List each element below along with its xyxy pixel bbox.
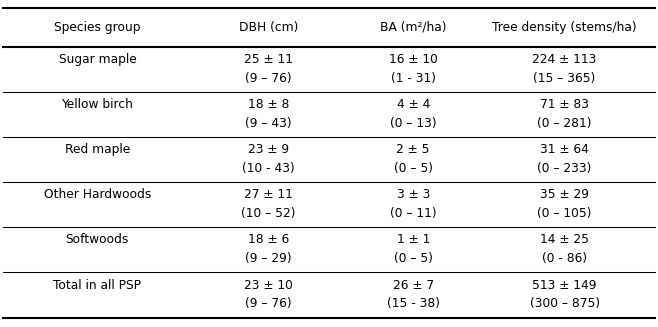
- Text: (0 – 281): (0 – 281): [538, 117, 592, 130]
- Text: (9 – 76): (9 – 76): [245, 298, 291, 310]
- Text: (15 - 38): (15 - 38): [387, 298, 440, 310]
- Text: (0 – 105): (0 – 105): [538, 207, 592, 220]
- Text: Sugar maple: Sugar maple: [59, 53, 136, 66]
- Text: 4 ± 4: 4 ± 4: [397, 98, 430, 111]
- Text: Total in all PSP: Total in all PSP: [53, 279, 141, 292]
- Text: BA (m²/ha): BA (m²/ha): [380, 21, 447, 34]
- Text: Yellow birch: Yellow birch: [61, 98, 134, 111]
- Text: (0 – 5): (0 – 5): [393, 252, 433, 265]
- Text: 513 ± 149: 513 ± 149: [532, 279, 597, 292]
- Text: 23 ± 9: 23 ± 9: [248, 143, 289, 156]
- Text: DBH (cm): DBH (cm): [239, 21, 298, 34]
- Text: 18 ± 8: 18 ± 8: [248, 98, 289, 111]
- Text: (9 – 43): (9 – 43): [245, 117, 291, 130]
- Text: Species group: Species group: [54, 21, 141, 34]
- Text: (0 – 13): (0 – 13): [390, 117, 436, 130]
- Text: 3 ± 3: 3 ± 3: [397, 188, 430, 201]
- Text: (10 - 43): (10 - 43): [242, 162, 295, 175]
- Text: 16 ± 10: 16 ± 10: [389, 53, 438, 66]
- Text: 1 ± 1: 1 ± 1: [397, 233, 430, 247]
- Text: (0 - 86): (0 - 86): [542, 252, 587, 265]
- Text: 18 ± 6: 18 ± 6: [248, 233, 289, 247]
- Text: Other Hardwoods: Other Hardwoods: [43, 188, 151, 201]
- Text: 31 ± 64: 31 ± 64: [540, 143, 589, 156]
- Text: 26 ± 7: 26 ± 7: [393, 279, 434, 292]
- Text: 224 ± 113: 224 ± 113: [532, 53, 597, 66]
- Text: 2 ± 5: 2 ± 5: [397, 143, 430, 156]
- Text: (10 – 52): (10 – 52): [241, 207, 295, 220]
- Text: (9 – 29): (9 – 29): [245, 252, 291, 265]
- Text: (0 – 5): (0 – 5): [393, 162, 433, 175]
- Text: 71 ± 83: 71 ± 83: [540, 98, 589, 111]
- Text: 23 ± 10: 23 ± 10: [244, 279, 293, 292]
- Text: (15 – 365): (15 – 365): [534, 72, 595, 85]
- Text: Tree density (stems/ha): Tree density (stems/ha): [492, 21, 637, 34]
- Text: (300 – 875): (300 – 875): [530, 298, 599, 310]
- Text: 25 ± 11: 25 ± 11: [244, 53, 293, 66]
- Text: (9 – 76): (9 – 76): [245, 72, 291, 85]
- Text: (1 - 31): (1 - 31): [391, 72, 436, 85]
- Text: (0 – 233): (0 – 233): [538, 162, 592, 175]
- Text: (0 – 11): (0 – 11): [390, 207, 436, 220]
- Text: Red maple: Red maple: [64, 143, 130, 156]
- Text: 27 ± 11: 27 ± 11: [244, 188, 293, 201]
- Text: 35 ± 29: 35 ± 29: [540, 188, 589, 201]
- Text: Softwoods: Softwoods: [66, 233, 129, 247]
- Text: 14 ± 25: 14 ± 25: [540, 233, 589, 247]
